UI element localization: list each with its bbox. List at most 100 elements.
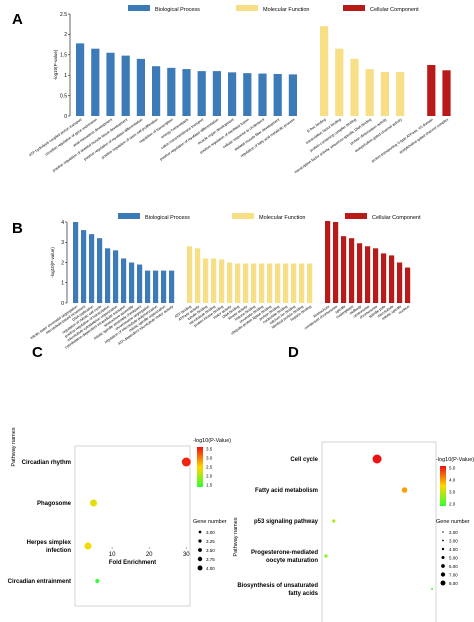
bar xyxy=(121,55,130,116)
data-point xyxy=(431,588,434,590)
bar xyxy=(145,270,151,303)
x-tick-label: 30 xyxy=(183,552,190,558)
category-label: nucleus xyxy=(398,304,411,314)
size-legend-label: 4.00 xyxy=(449,547,458,552)
bar xyxy=(243,263,249,303)
color-tick-label: 3.0 xyxy=(206,456,213,461)
legend-label: Cellular Component xyxy=(372,215,421,221)
color-tick-label: 2.5 xyxy=(206,465,213,470)
bar xyxy=(219,259,225,303)
pathway-label: Phagosome xyxy=(37,501,72,507)
legend-label: Biological Process xyxy=(145,215,190,221)
bar xyxy=(97,238,103,303)
color-tick-label: 3.0 xyxy=(449,490,456,495)
bar xyxy=(381,253,387,303)
panel-letter: D xyxy=(288,344,299,361)
bar xyxy=(235,263,241,303)
legend-label: Cellular Component xyxy=(370,7,419,13)
data-point xyxy=(181,457,191,467)
bar xyxy=(283,263,289,303)
bar xyxy=(365,69,374,116)
y-axis-label: Pathway names xyxy=(11,427,17,466)
y-axis-label: Pathway names xyxy=(233,517,239,556)
data-point xyxy=(332,519,336,523)
bar xyxy=(380,71,389,116)
size-legend-dot xyxy=(440,572,446,577)
bar xyxy=(121,258,127,303)
bar xyxy=(137,264,143,303)
legend-label: Molecular Function xyxy=(263,7,309,13)
bar xyxy=(167,67,176,116)
y-tick-label: 0 xyxy=(64,114,67,120)
bar xyxy=(169,270,175,303)
size-legend-dot xyxy=(198,548,202,552)
bar xyxy=(152,66,161,116)
data-point xyxy=(372,454,382,464)
size-legend-label: 3.00 xyxy=(206,530,215,535)
category-label: midbody xyxy=(349,304,363,315)
data-point xyxy=(324,554,328,558)
data-point xyxy=(90,499,98,507)
bar xyxy=(405,267,411,303)
size-legend-dot xyxy=(198,539,202,543)
size-legend-label: 4.00 xyxy=(206,566,215,571)
color-tick-label: 3.5 xyxy=(206,447,213,452)
bar xyxy=(365,246,371,303)
bar xyxy=(89,234,95,303)
size-legend-dot xyxy=(197,556,203,562)
x-tick-label: 20 xyxy=(146,552,153,558)
y-tick-label: 2.5 xyxy=(60,12,67,18)
plot-frame xyxy=(74,445,191,607)
y-tick-label: 4 xyxy=(61,220,64,226)
bar xyxy=(228,72,237,116)
bar xyxy=(161,270,167,303)
bar xyxy=(153,270,159,303)
bar xyxy=(195,248,201,303)
panel-letter: B xyxy=(12,220,23,237)
y-tick-label: 2 xyxy=(61,260,64,266)
legend-swatch xyxy=(345,213,367,219)
bar xyxy=(349,238,355,303)
size-legend-dot xyxy=(442,539,444,542)
legend-swatch xyxy=(343,5,365,11)
bar xyxy=(442,70,451,116)
panel-letter: C xyxy=(32,344,43,361)
legend-swatch xyxy=(118,213,140,219)
pathway-label: Cell cycle xyxy=(290,457,318,463)
size-legend-dot xyxy=(441,547,445,551)
color-bar xyxy=(197,447,203,487)
legend-label: Biological Process xyxy=(155,7,200,13)
bar xyxy=(187,246,193,303)
color-tick-label: 2.0 xyxy=(449,502,456,507)
bar xyxy=(273,73,282,116)
color-tick-label: 4.0 xyxy=(449,478,456,483)
plot-frame xyxy=(321,441,437,622)
color-legend-title: -log10(P-Value) xyxy=(193,438,231,444)
bar xyxy=(307,263,313,303)
y-tick-label: 0 xyxy=(61,301,64,307)
data-point xyxy=(401,487,408,493)
y-tick-label: 1 xyxy=(61,281,64,287)
y-tick-label: 0.5 xyxy=(60,93,67,99)
data-point xyxy=(84,542,92,550)
size-legend-dot xyxy=(440,580,446,586)
size-legend-title: Gene number xyxy=(193,519,227,525)
category-label: spindle xyxy=(335,305,347,315)
bar xyxy=(259,263,265,303)
bar xyxy=(267,263,273,303)
bar xyxy=(105,248,111,303)
bar xyxy=(106,52,115,116)
bar xyxy=(76,43,85,116)
size-legend-label: 8.00 xyxy=(449,581,458,586)
panel-b: B Biological Process Molecular Function Cel… xyxy=(12,213,421,350)
y-tick-label: 1.5 xyxy=(60,53,67,59)
bar xyxy=(258,73,267,116)
legend-swatch xyxy=(236,5,258,11)
panel-c: C Pathway names 10 20 30 Fold Enrichment Circa… xyxy=(8,344,231,607)
size-legend-dot xyxy=(441,564,445,568)
bar xyxy=(212,71,221,116)
size-legend-dot xyxy=(442,531,444,533)
category-label: ATP hydrolysis coupled proton transport xyxy=(28,118,82,158)
